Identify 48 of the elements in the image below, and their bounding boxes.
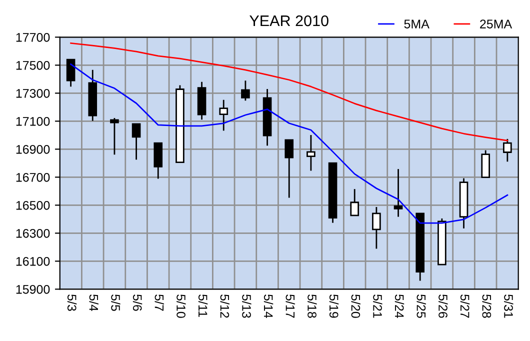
candlestick <box>66 58 76 88</box>
x-tick-label: 5/21 <box>373 294 382 318</box>
candlestick <box>284 139 294 198</box>
candlestick <box>481 150 490 178</box>
line-series <box>70 42 508 142</box>
x-tick-label: 5/24 <box>394 294 404 318</box>
x-tick-label: 5/6 <box>132 294 142 311</box>
y-tick-label: 17100 <box>16 116 50 126</box>
chart-title: YEAR 2010 <box>250 15 328 26</box>
x-tick-label: 5/25 <box>416 294 426 318</box>
candlestick <box>306 134 316 172</box>
x-tick-label: 5/13 <box>242 294 252 318</box>
x-tick-label: 5/11 <box>198 294 208 317</box>
x-tick-label: 5/20 <box>351 294 360 318</box>
y-tick-label: 15900 <box>16 284 50 294</box>
y-tick-label: 17300 <box>16 88 50 98</box>
candlestick <box>132 123 141 160</box>
y-tick-label: 16100 <box>16 256 50 266</box>
candlestick <box>154 142 163 180</box>
x-tick-label: 5/26 <box>438 294 448 318</box>
y-tick-label: 16300 <box>16 228 50 238</box>
y-tick-label: 16500 <box>16 200 50 210</box>
y-tick-label: 16700 <box>16 172 50 182</box>
x-tick-label: 5/5 <box>111 294 120 311</box>
candlestick <box>241 80 250 102</box>
x-tick-label: 5/18 <box>308 294 317 318</box>
x-tick-label: 5/14 <box>264 294 274 318</box>
y-tick-label: 16900 <box>16 144 50 154</box>
legend-label: 25MA <box>480 20 512 28</box>
candlestick <box>350 188 360 216</box>
x-tick-label: 5/17 <box>286 294 295 318</box>
y-tick-label: 17700 <box>16 32 50 42</box>
x-tick-label: 5/28 <box>482 294 492 318</box>
x-tick-label: 5/12 <box>220 294 230 318</box>
x-tick-label: 5/7 <box>154 294 164 311</box>
legend-label: 5MA <box>404 20 430 28</box>
candlestick <box>110 117 119 156</box>
x-tick-label: 5/3 <box>67 294 77 311</box>
candlestick <box>503 138 512 162</box>
candlestick <box>394 168 403 218</box>
y-tick-label: 17500 <box>16 60 50 70</box>
candlestick <box>372 206 381 250</box>
x-tick-label: 5/10 <box>176 294 186 318</box>
x-tick-label: 5/27 <box>460 294 470 318</box>
x-tick-label: 5/31 <box>504 294 514 318</box>
x-tick-label: 5/19 <box>329 294 339 318</box>
candlestick <box>219 99 228 132</box>
x-tick-label: 5/4 <box>89 294 98 312</box>
